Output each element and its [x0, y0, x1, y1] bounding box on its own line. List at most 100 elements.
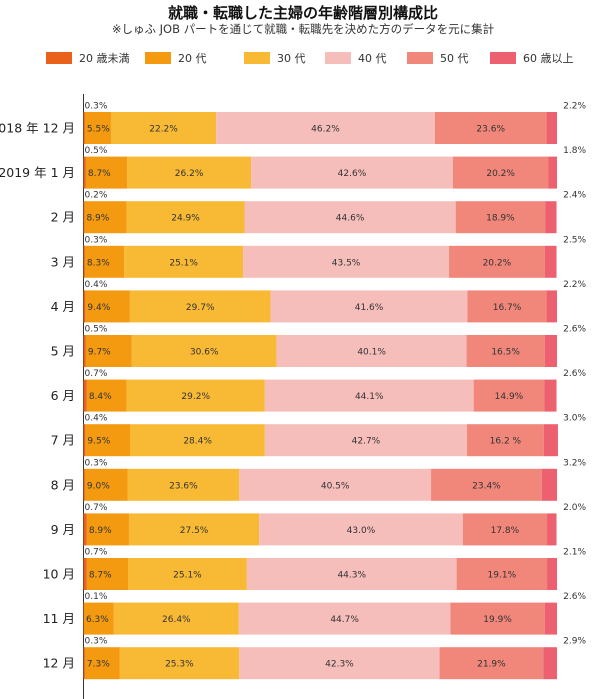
data-label: 46.2%	[311, 125, 340, 135]
bar-segment	[276, 335, 467, 367]
category-label: 12 月	[43, 656, 75, 671]
bar-segment	[84, 112, 111, 144]
data-label: 9.4%	[87, 303, 110, 313]
bar-segment	[128, 558, 247, 590]
bar-segment	[473, 379, 545, 412]
legend-swatch	[407, 52, 433, 64]
data-label: 2.0%	[563, 503, 586, 513]
data-label: 2.2%	[563, 280, 586, 290]
bar-segment	[450, 602, 545, 635]
data-label: 23.6%	[169, 481, 198, 491]
legend-item: 40 代	[325, 50, 387, 66]
chart-title: 就職・転職した主婦の年齢階層別構成比	[167, 4, 438, 22]
bar-segment	[85, 156, 128, 189]
bar-segment	[83, 156, 86, 189]
bar-segment	[264, 379, 474, 412]
data-label: 44.7%	[330, 615, 359, 625]
bar-segment	[86, 558, 129, 590]
legend-swatch	[244, 52, 270, 64]
legend-item: 30 代	[244, 50, 306, 66]
data-label: 3.0%	[563, 414, 586, 424]
data-label: 0.5%	[85, 325, 108, 335]
bar-segment	[110, 112, 217, 144]
data-label: 0.2%	[85, 191, 108, 201]
data-label: 9.7%	[88, 348, 111, 358]
data-label: 0.4%	[85, 280, 108, 290]
bar-segment	[545, 201, 557, 234]
data-label: 42.3%	[325, 660, 354, 670]
bar-segment	[239, 647, 440, 680]
bar-segment	[434, 112, 547, 144]
legend-label: 60 歳以上	[523, 52, 574, 65]
bar-segment	[251, 156, 453, 189]
data-label: 16.2 %	[490, 437, 522, 447]
legend-item: 60 歳以上	[490, 50, 574, 66]
category-label: 8 月	[51, 477, 75, 492]
bar-segment	[126, 379, 265, 412]
data-label: 21.9%	[477, 660, 506, 670]
bar-segment	[83, 335, 86, 367]
data-label: 30.6%	[190, 348, 219, 358]
data-label: 2.2%	[563, 102, 586, 112]
data-label: 2.6%	[563, 592, 586, 602]
data-label: 44.6%	[336, 214, 365, 224]
data-label: 26.2%	[175, 169, 204, 179]
bar-segment	[83, 558, 87, 590]
data-label: 1.8%	[563, 146, 586, 156]
data-label: 23.4%	[472, 481, 501, 491]
bar-segment	[466, 335, 545, 367]
data-label: 7.3%	[87, 660, 110, 670]
bar-segment	[85, 290, 130, 323]
data-label: 42.7%	[352, 437, 381, 447]
data-label: 42.6%	[338, 169, 367, 179]
bar-segment	[238, 602, 451, 635]
bar-segment	[84, 245, 125, 278]
bar-segment	[83, 602, 114, 635]
category-label: 10 月	[43, 567, 75, 582]
bar-segment	[467, 424, 544, 457]
data-label: 2.9%	[563, 637, 586, 647]
data-label: 6.3%	[86, 615, 109, 625]
data-label: 25.3%	[165, 660, 194, 670]
data-label: 0.4%	[85, 414, 108, 424]
data-label: 3.2%	[563, 458, 586, 468]
legend-item: 50 代	[407, 50, 469, 66]
legend-swatch	[490, 52, 516, 64]
bar-segment	[83, 201, 85, 234]
bar-segment	[547, 558, 557, 590]
data-label: 40.5%	[321, 481, 350, 491]
chart-subtitle: ※しゅふ JOB パートを通じて就職・転職先を決めた方のデータを元に集計	[111, 22, 495, 36]
data-label: 44.1%	[355, 392, 384, 402]
data-label: 0.3%	[85, 235, 108, 245]
bar-segment	[544, 602, 557, 635]
bar-segment	[548, 156, 557, 189]
data-label: 24.9%	[171, 214, 200, 224]
data-label: 5.5%	[87, 125, 110, 135]
data-label: 40.1%	[357, 348, 386, 358]
bar-segment	[544, 245, 557, 278]
category-label: 2018 年 12 月	[0, 121, 75, 136]
bar-segment	[452, 156, 549, 189]
data-label: 28.4%	[183, 437, 212, 447]
data-label: 41.6%	[355, 303, 384, 313]
bar-segment	[83, 602, 85, 635]
bar-segment	[86, 379, 127, 412]
bar-segment	[85, 424, 131, 457]
data-label: 27.5%	[180, 526, 209, 536]
legend-swatch	[325, 52, 351, 64]
data-label: 17.8%	[491, 526, 520, 536]
data-label: 44.3%	[337, 571, 366, 581]
data-label: 8.7%	[88, 169, 111, 179]
data-label: 0.3%	[85, 102, 108, 112]
bar-segment	[544, 335, 557, 367]
bar-segment	[83, 245, 85, 278]
legend-label: 40 代	[358, 52, 387, 65]
data-label: 0.5%	[85, 146, 108, 156]
legend-label: 20 歳未満	[79, 52, 130, 65]
data-label: 0.1%	[85, 592, 108, 602]
data-label: 8.4%	[89, 392, 112, 402]
bar-segment	[86, 513, 129, 546]
data-label: 0.3%	[85, 637, 108, 647]
bar-segment	[124, 245, 244, 278]
bar-segment	[131, 335, 277, 367]
